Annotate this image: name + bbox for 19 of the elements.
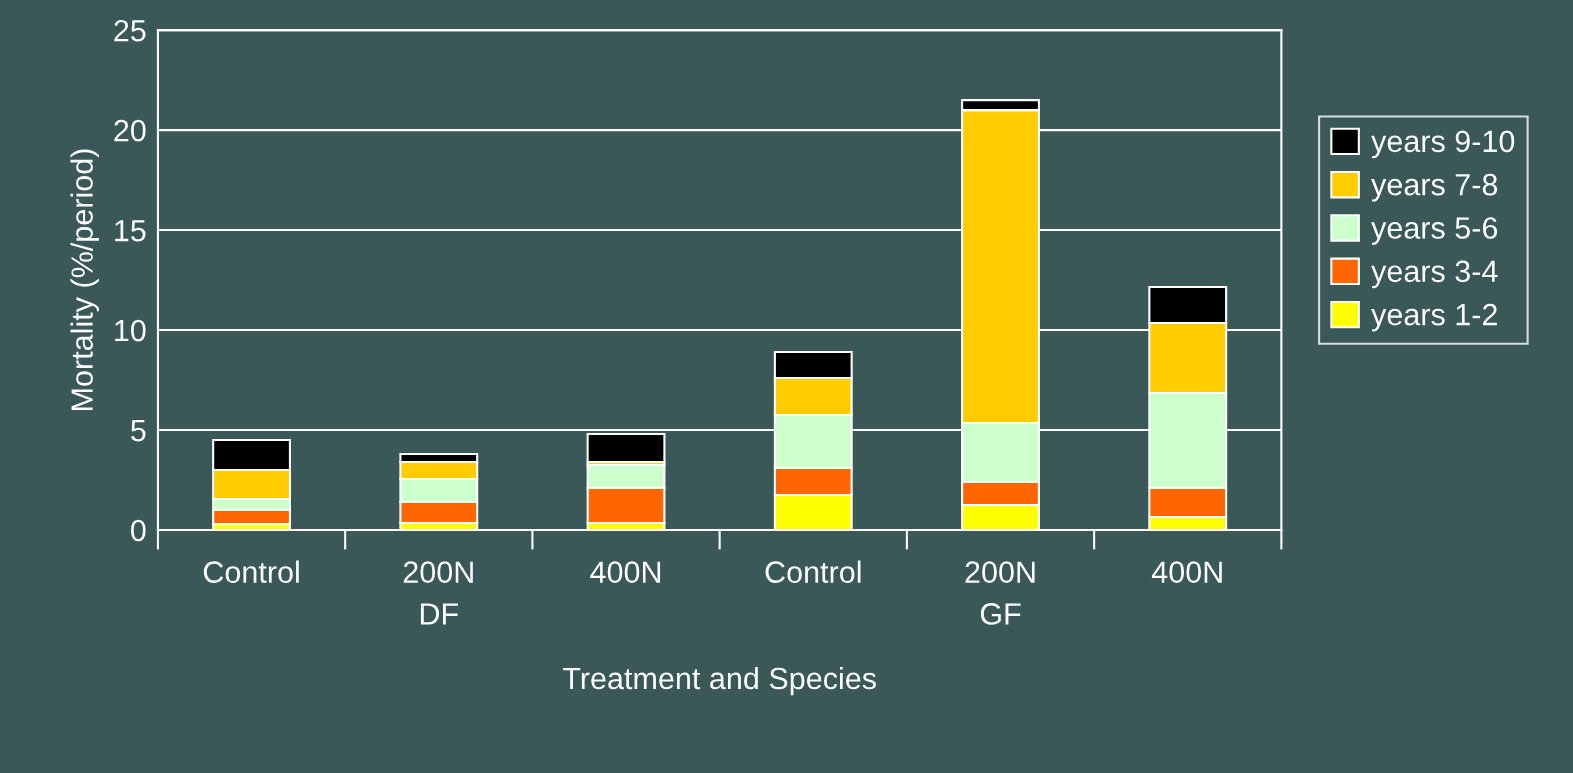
legend-label: years 5-6 bbox=[1371, 217, 1498, 245]
y-axis-title: Mortality (%/period) bbox=[70, 149, 99, 410]
y-tick-label: 15 bbox=[115, 220, 146, 242]
x-tick-label: 400N bbox=[590, 561, 661, 583]
legend-label: years 3-4 bbox=[1371, 260, 1498, 289]
x-axis-title: Treatment and Species bbox=[562, 666, 876, 696]
x-tick-label: 200N DF bbox=[403, 561, 473, 625]
y-tick-label: 5 bbox=[131, 420, 146, 442]
x-tick-label: Control bbox=[203, 560, 299, 583]
y-tick-label: 10 bbox=[115, 319, 146, 342]
x-tick-label: 200N GF bbox=[965, 561, 1035, 625]
legend-label: years 9-10 bbox=[1371, 130, 1515, 159]
y-tick-label: 25 bbox=[114, 19, 146, 42]
y-tick-label: 0 bbox=[131, 519, 146, 542]
y-tick-label: 20 bbox=[114, 119, 146, 142]
legend-label: years 1-2 bbox=[1371, 303, 1497, 332]
legend-label: years 7-8 bbox=[1371, 173, 1498, 202]
x-tick-label: Control bbox=[765, 560, 861, 583]
x-tick-label: 400N bbox=[1151, 561, 1222, 583]
